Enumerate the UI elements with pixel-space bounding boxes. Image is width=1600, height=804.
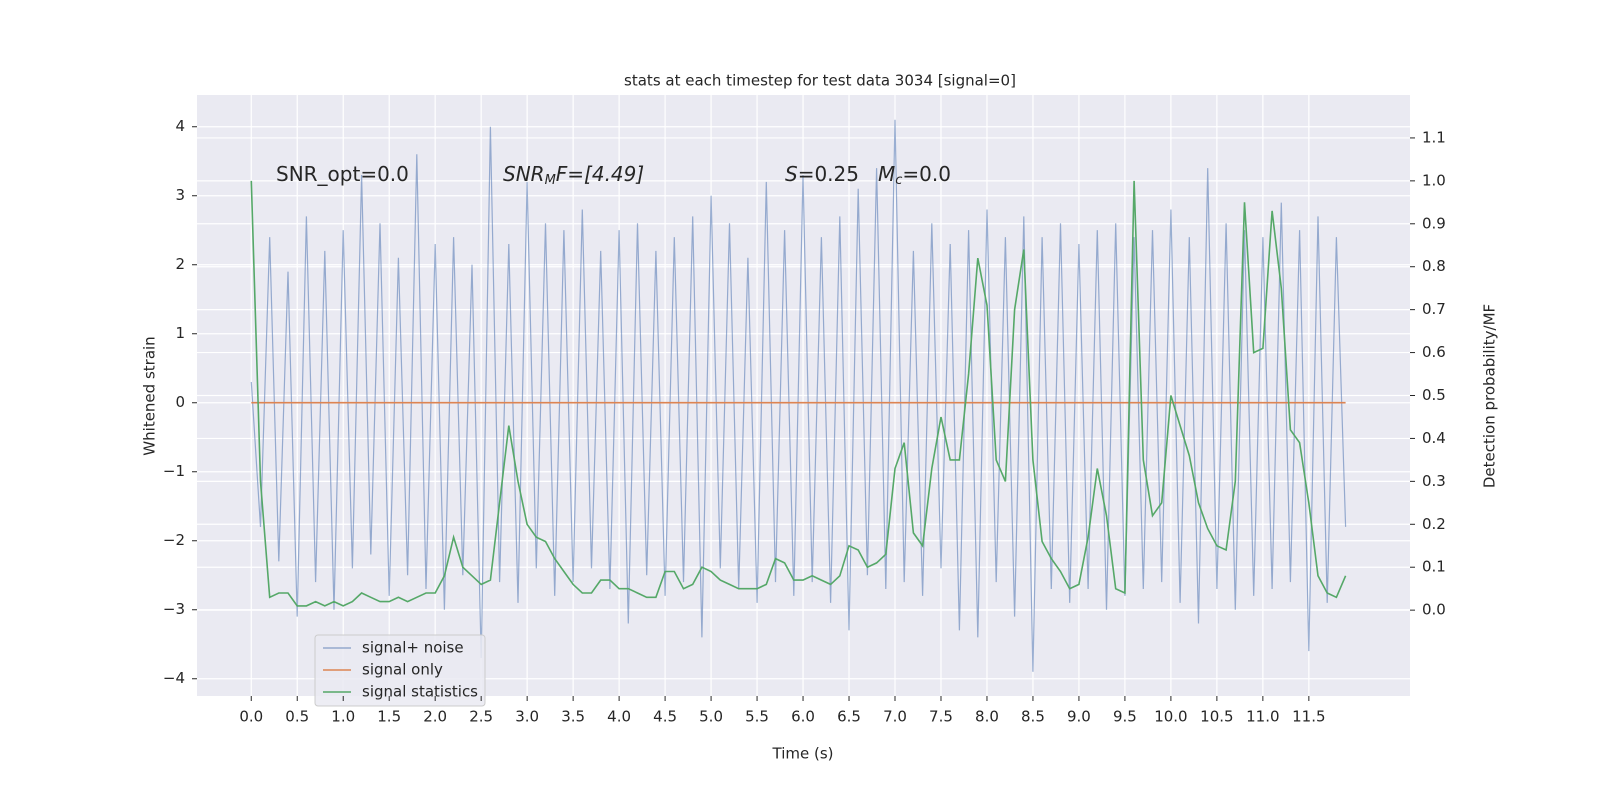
annotation-text: M — [878, 162, 895, 186]
x-tick-label: 3.5 — [561, 708, 585, 726]
y-tick-label: −3 — [163, 600, 185, 618]
x-tick-label: 10.5 — [1200, 708, 1233, 726]
legend-label: signal only — [362, 661, 443, 679]
y2-tick-label: 0.4 — [1422, 429, 1446, 447]
x-tick-label: 9.0 — [1067, 708, 1091, 726]
y2-tick-label: 0.5 — [1422, 386, 1446, 404]
annotation: SNR_opt=0.0 — [276, 162, 409, 186]
chart-title: stats at each timestep for test data 303… — [624, 72, 1016, 90]
x-tick-label: 2.0 — [423, 708, 447, 726]
y2-tick-label: 0.6 — [1422, 343, 1446, 361]
legend-box — [314, 634, 486, 707]
annotation-text: =0.0 — [902, 162, 951, 186]
y2-tick-label: 0.0 — [1422, 601, 1446, 619]
annotation: Mc=0.0 — [878, 162, 951, 188]
y2-tick-label: 0.9 — [1422, 214, 1446, 232]
x-tick-label: 11.0 — [1246, 708, 1279, 726]
x-tick-label: 5.5 — [745, 708, 769, 726]
y-tick-label: −4 — [163, 669, 185, 687]
y-tick-label: −1 — [163, 462, 185, 480]
x-tick-label: 6.5 — [837, 708, 861, 726]
x-tick-label: 10.0 — [1154, 708, 1187, 726]
y2-tick-label: 1.1 — [1422, 128, 1446, 146]
y-tick-label: 2 — [175, 255, 185, 273]
y2-tick-label: 0.2 — [1422, 515, 1446, 533]
y-tick-label: 1 — [175, 324, 185, 342]
x-tick-label: 9.5 — [1113, 708, 1137, 726]
x-tick-label: 5.0 — [699, 708, 723, 726]
y-tick-label: −2 — [163, 531, 185, 549]
y2-tick-label: 1.0 — [1422, 171, 1446, 189]
annotation-text: M — [545, 173, 556, 188]
annotation: SNRMF=[4.49] — [503, 162, 644, 188]
x-tick-label: 0.0 — [239, 708, 263, 726]
x-tick-label: 6.0 — [791, 708, 815, 726]
marks — [250, 119, 1347, 672]
annotation: S=0.25 — [785, 162, 859, 186]
series-line — [250, 119, 1347, 672]
y2-tick-label: 0.7 — [1422, 300, 1446, 318]
annotation-text: F=[4.49] — [556, 162, 644, 186]
annotation-text: SNR_opt=0.0 — [276, 162, 409, 186]
y-tick-label: 4 — [175, 117, 185, 135]
y-axis-label: Whitened strain — [141, 336, 159, 455]
y-tick-label: 3 — [175, 186, 185, 204]
legend-label: signal statistics — [362, 683, 478, 701]
x-tick-label: 4.5 — [653, 708, 677, 726]
x-tick-label: 1.5 — [377, 708, 401, 726]
y2-axis-label: Detection probability/MF — [1481, 304, 1499, 488]
legend-label: signal+ noise — [362, 639, 464, 657]
x-axis-label: Time (s) — [772, 745, 834, 763]
x-tick-label: 2.5 — [469, 708, 493, 726]
x-tick-label: 7.0 — [883, 708, 907, 726]
x-tick-label: 3.0 — [515, 708, 539, 726]
series-line — [250, 180, 1347, 607]
x-tick-label: 11.5 — [1292, 708, 1325, 726]
y-tick-label: 0 — [175, 393, 185, 411]
x-tick-label: 1.0 — [331, 708, 355, 726]
x-tick-label: 7.5 — [929, 708, 953, 726]
legend: signal+ noise signal only signal statistic… — [314, 634, 486, 707]
annotation-text: =0.25 — [798, 162, 859, 186]
x-tick-label: 4.0 — [607, 708, 631, 726]
y2-tick-label: 0.8 — [1422, 257, 1446, 275]
y2-tick-label: 0.3 — [1422, 472, 1446, 490]
annotation-text: S — [785, 162, 798, 186]
x-tick-label: 8.5 — [1021, 708, 1045, 726]
annotation-text: SNR — [503, 162, 545, 186]
x-tick-label: 8.0 — [975, 708, 999, 726]
annotation-text: c — [895, 173, 902, 188]
x-tick-label: 0.5 — [285, 708, 309, 726]
y2-tick-label: 0.1 — [1422, 558, 1446, 576]
